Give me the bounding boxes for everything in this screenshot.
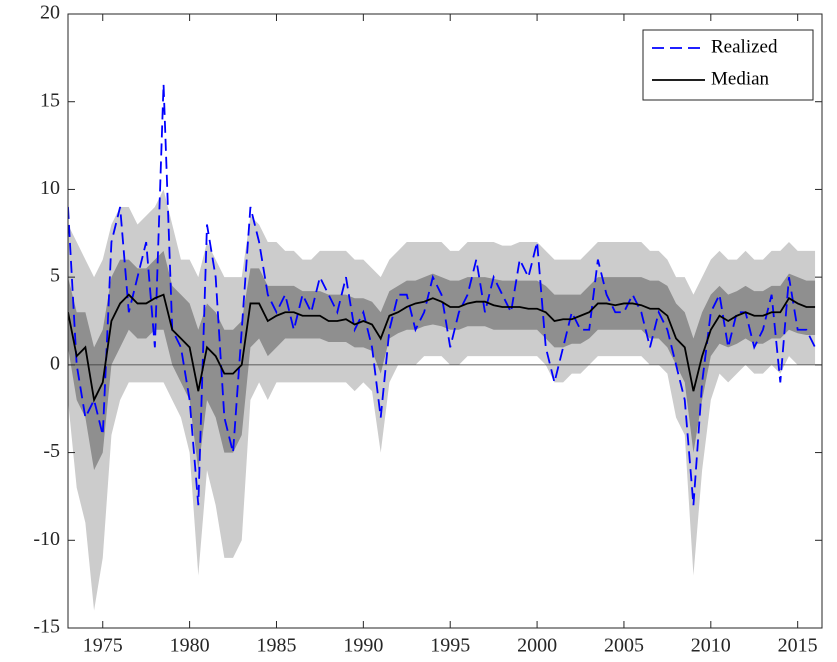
- x-tick-label: 1980: [170, 635, 210, 657]
- x-tick-label: 1990: [343, 635, 383, 657]
- x-tick-label: 2015: [778, 635, 818, 657]
- x-tick-label: 1995: [430, 635, 470, 657]
- legend-box: [642, 29, 814, 101]
- series-line: [68, 84, 816, 506]
- legend-label: Median: [711, 68, 770, 89]
- y-tick-label: -15: [33, 616, 60, 638]
- y-tick-label: -10: [33, 528, 60, 550]
- y-tick-label: 0: [50, 352, 60, 374]
- x-tick-label: 1985: [256, 635, 296, 657]
- legend-label: Realized: [711, 36, 778, 57]
- y-tick-label: -5: [43, 440, 60, 462]
- axes-box: [67, 13, 823, 629]
- x-tick-label: 2010: [691, 635, 731, 657]
- series-layer: [68, 84, 822, 611]
- x-tick-label: 1975: [83, 635, 123, 657]
- x-tick-label: 2005: [604, 635, 644, 657]
- x-tick-label: 2000: [517, 635, 557, 657]
- series-line: [68, 293, 816, 403]
- y-tick-label: 15: [40, 89, 60, 111]
- fan-band: [68, 250, 816, 471]
- y-tick-label: 20: [40, 2, 60, 24]
- y-tick-label: 5: [50, 265, 60, 287]
- y-tick-label: 10: [40, 177, 60, 199]
